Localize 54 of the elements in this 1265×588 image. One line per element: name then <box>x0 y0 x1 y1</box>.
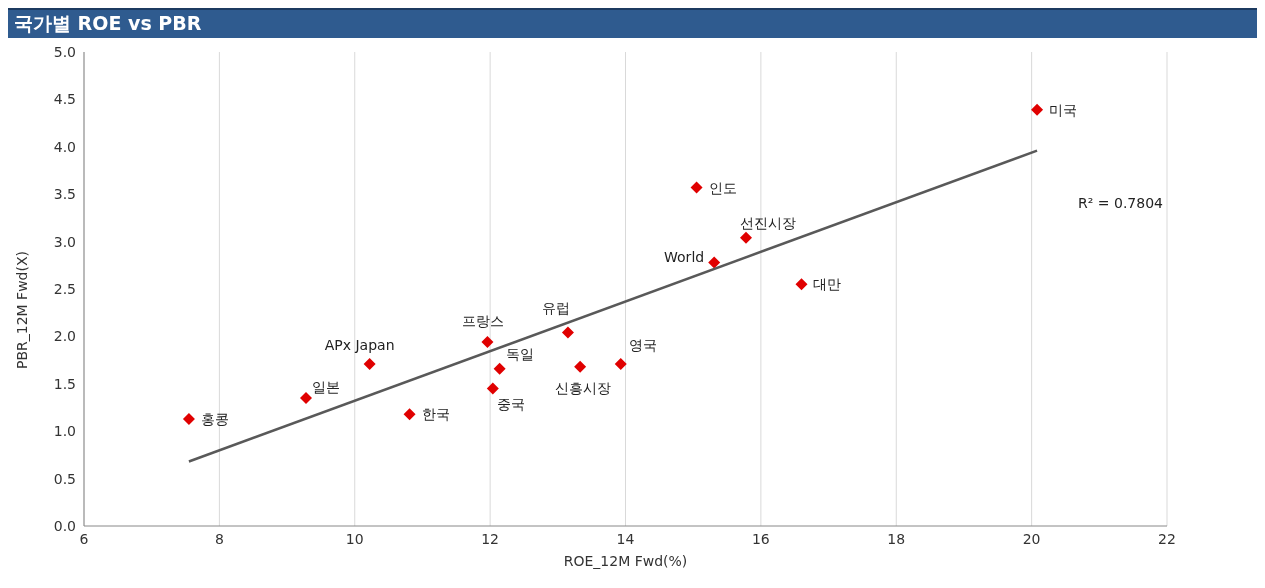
y-tick-label: 3.0 <box>53 233 76 250</box>
y-tick-label: 0.0 <box>53 517 76 534</box>
point <box>690 181 703 194</box>
y-tick-label: 1.5 <box>53 375 76 392</box>
x-tick-label: 8 <box>214 530 224 547</box>
y-tick-label: 0.5 <box>53 470 76 487</box>
series-label: 프랑스 <box>462 313 505 330</box>
series-label: 유럽 <box>541 299 570 316</box>
series-label: APx Japan <box>324 336 395 353</box>
point <box>182 412 195 425</box>
x-tick-label: 14 <box>616 530 635 547</box>
x-tick-label: 22 <box>1158 530 1176 547</box>
series-label: 신흥시장 <box>555 379 612 396</box>
series-label: 중국 <box>496 395 525 412</box>
x-tick-label: 12 <box>481 530 500 547</box>
annotation: R² = 0.7804 <box>1078 195 1164 211</box>
point <box>795 278 808 291</box>
point <box>363 357 376 370</box>
y-tick-label: 5.0 <box>53 43 76 60</box>
y-tick-label: 2.0 <box>53 328 76 345</box>
x-tick-label: 18 <box>887 530 906 547</box>
series-label: 선진시장 <box>739 214 796 231</box>
point <box>1031 103 1044 116</box>
point <box>403 408 416 421</box>
point <box>708 256 721 269</box>
x-axis-title: ROE_12M Fwd(%) <box>563 553 688 569</box>
point <box>481 336 494 349</box>
point <box>300 392 313 405</box>
y-tick-label: 4.0 <box>53 138 76 155</box>
series-label: 미국 <box>1049 101 1078 118</box>
y-tick-label: 4.5 <box>53 91 76 108</box>
series-label: 영국 <box>628 336 657 353</box>
point <box>574 360 587 373</box>
series-label: 대만 <box>813 276 842 293</box>
series-label: 일본 <box>312 379 341 396</box>
series-label: 독일 <box>505 345 534 362</box>
y-tick-label: 3.5 <box>53 186 76 203</box>
point <box>739 231 752 244</box>
point <box>614 357 627 370</box>
series-label: 인도 <box>708 179 737 196</box>
y-tick-label: 1.0 <box>53 423 76 440</box>
series-label: 한국 <box>421 406 450 423</box>
point <box>561 326 574 339</box>
x-tick-label: 20 <box>1022 530 1041 547</box>
series-label: World <box>664 249 705 266</box>
series-label: 홍콩 <box>200 410 229 427</box>
x-tick-label: 6 <box>79 530 89 547</box>
point <box>486 382 499 395</box>
x-tick-label: 16 <box>751 530 770 547</box>
point <box>493 362 506 375</box>
chart-title: 국가별 ROE vs PBR <box>8 8 1257 38</box>
y-axis-title: PBR_12M Fwd(X) <box>13 250 30 369</box>
x-tick-label: 10 <box>345 530 364 547</box>
y-tick-label: 2.5 <box>53 280 76 297</box>
